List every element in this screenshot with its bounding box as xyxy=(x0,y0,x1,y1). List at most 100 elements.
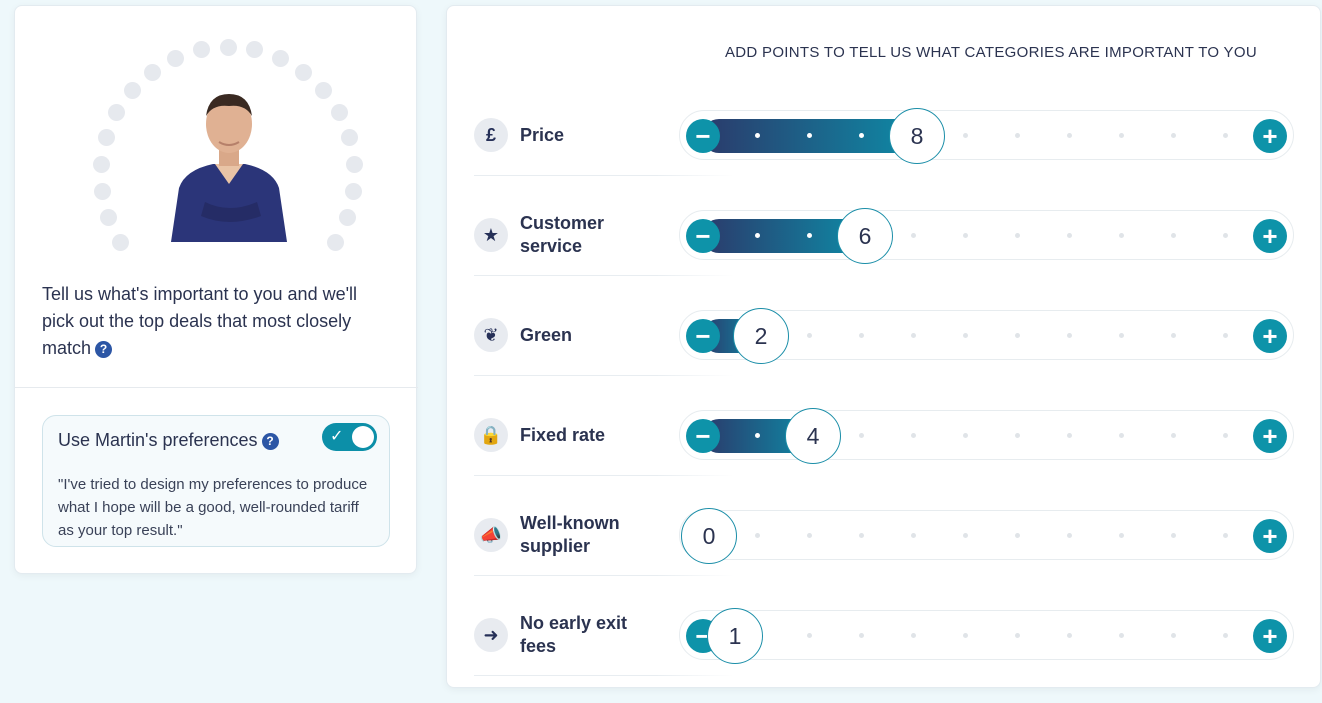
martin-preferences-toggle[interactable]: ✓ xyxy=(322,423,377,451)
slider-pip xyxy=(858,333,864,338)
slider-pip xyxy=(754,133,760,138)
slider-pip xyxy=(858,133,864,138)
slider-pip xyxy=(1222,533,1228,538)
slider-pip xyxy=(806,633,812,638)
slider-pip xyxy=(1222,433,1228,438)
slider-pip xyxy=(1222,133,1228,138)
avatar-area xyxy=(15,6,418,256)
arc-dot xyxy=(143,63,161,81)
points-slider[interactable]: − +6 xyxy=(679,208,1294,264)
slider-pip xyxy=(1222,233,1228,238)
megaphone-icon: 📣 xyxy=(474,518,508,552)
slider-pip xyxy=(1066,433,1072,438)
slider-thumb[interactable]: 4 xyxy=(785,408,841,464)
arc-dot xyxy=(315,82,333,100)
increase-button[interactable]: + xyxy=(1253,419,1287,453)
decrease-button[interactable]: − xyxy=(686,319,720,353)
category-row: 🔒 Fixed rate − +4 xyxy=(447,408,1322,512)
slider-pip xyxy=(962,133,968,138)
martin-preferences-title: Use Martin's preferences? xyxy=(58,430,279,451)
slider-pip xyxy=(1170,333,1176,338)
slider-thumb[interactable]: 1 xyxy=(707,608,763,664)
slider-pip xyxy=(1066,233,1072,238)
arc-dot xyxy=(100,209,118,227)
arc-dot xyxy=(92,155,110,173)
arc-dot xyxy=(112,233,130,251)
slider-pip xyxy=(910,433,916,438)
slider-pip xyxy=(1066,333,1072,338)
points-slider[interactable]: − +4 xyxy=(679,408,1294,464)
slider-thumb[interactable]: 8 xyxy=(889,108,945,164)
slider-thumb[interactable]: 6 xyxy=(837,208,893,264)
slider-thumb[interactable]: 0 xyxy=(681,508,737,564)
help-icon[interactable]: ? xyxy=(95,340,113,358)
row-divider xyxy=(474,275,734,276)
slider-pip xyxy=(1118,333,1124,338)
categories-heading: ADD POINTS TO TELL US WHAT CATEGORIES AR… xyxy=(725,44,1257,61)
slider-pip xyxy=(962,433,968,438)
slider-pip xyxy=(962,533,968,538)
toggle-knob xyxy=(352,426,374,448)
arc-dot xyxy=(93,182,111,200)
slider-pip xyxy=(1014,433,1020,438)
decrease-button[interactable]: − xyxy=(686,219,720,253)
slider-pip xyxy=(806,533,812,538)
help-icon[interactable]: ? xyxy=(261,432,279,450)
arc-dot xyxy=(330,104,348,122)
increase-button[interactable]: + xyxy=(1253,319,1287,353)
slider-pip xyxy=(1118,433,1124,438)
points-slider[interactable]: − +1 xyxy=(679,608,1294,664)
slider-pip xyxy=(858,633,864,638)
slider-pip xyxy=(910,333,916,338)
slider-pip xyxy=(1014,333,1020,338)
decrease-button[interactable]: − xyxy=(686,419,720,453)
slider-pip xyxy=(910,233,916,238)
row-divider xyxy=(474,375,734,376)
slider-pip xyxy=(1170,233,1176,238)
slider-pip xyxy=(754,233,760,238)
category-row: ★ Customer service − +6 xyxy=(447,208,1322,312)
slider-pip xyxy=(858,433,864,438)
slider-pip xyxy=(858,533,864,538)
increase-button[interactable]: + xyxy=(1253,119,1287,153)
category-label: Price xyxy=(520,125,565,145)
slider-pip xyxy=(1066,633,1072,638)
increase-button[interactable]: + xyxy=(1253,519,1287,553)
arc-dot xyxy=(246,41,264,59)
slider-pip xyxy=(754,533,760,538)
arc-dot xyxy=(341,129,359,147)
slider-pip xyxy=(1014,533,1020,538)
slider-pip xyxy=(1222,633,1228,638)
points-slider[interactable]: − +8 xyxy=(679,108,1294,164)
row-divider xyxy=(474,575,734,576)
martin-preferences-box: Use Martin's preferences? ✓ "I've tried … xyxy=(42,415,390,547)
points-slider[interactable]: +0 xyxy=(679,508,1294,564)
exit-icon: ➜ xyxy=(474,618,508,652)
martin-quote: "I've tried to design my preferences to … xyxy=(58,476,368,539)
points-slider[interactable]: − +2 xyxy=(679,308,1294,364)
slider-pip xyxy=(1014,633,1020,638)
slider-thumb[interactable]: 2 xyxy=(733,308,789,364)
categories-panel: ADD POINTS TO TELL US WHAT CATEGORIES AR… xyxy=(446,5,1321,688)
arc-dot xyxy=(123,82,141,100)
arc-dot xyxy=(345,182,363,200)
preferences-panel: Tell us what's important to you and we'l… xyxy=(14,5,418,574)
increase-button[interactable]: + xyxy=(1253,619,1287,653)
decrease-button[interactable]: − xyxy=(686,119,720,153)
slider-pip xyxy=(910,533,916,538)
arc-dot xyxy=(97,129,115,147)
row-divider xyxy=(474,675,734,676)
arc-dot xyxy=(338,209,356,227)
slider-pip xyxy=(910,633,916,638)
arc-dot xyxy=(272,49,290,67)
slider-pip xyxy=(962,633,968,638)
slider-pip xyxy=(962,333,968,338)
slider-pip xyxy=(1170,633,1176,638)
arc-dot xyxy=(219,38,237,56)
slider-pip xyxy=(962,233,968,238)
arc-dot xyxy=(192,41,210,59)
increase-button[interactable]: + xyxy=(1253,219,1287,253)
category-row: 📣 Well-known supplier +0 xyxy=(447,508,1322,612)
slider-pip xyxy=(806,333,812,338)
arc-dot xyxy=(346,155,364,173)
